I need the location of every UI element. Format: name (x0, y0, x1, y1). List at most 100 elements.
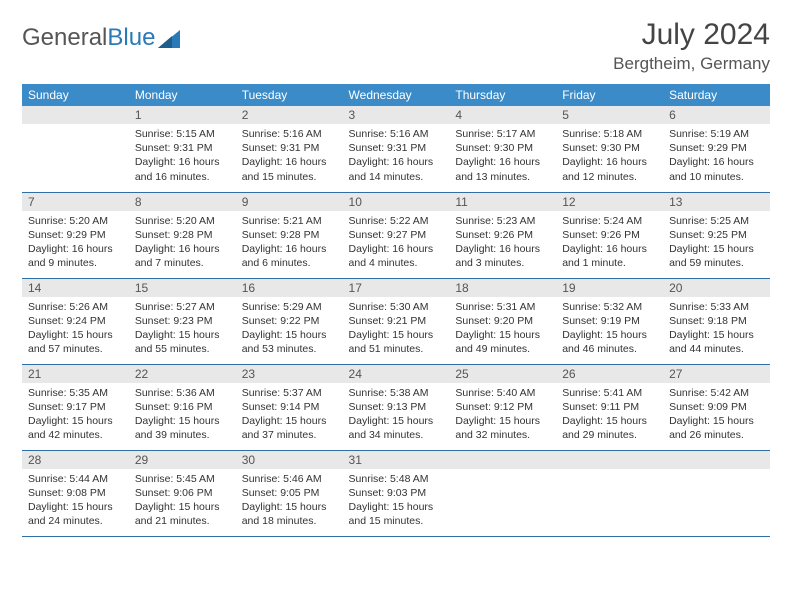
day-line: Sunrise: 5:16 AM (349, 127, 444, 141)
calendar-day-cell: 22Sunrise: 5:36 AMSunset: 9:16 PMDayligh… (129, 364, 236, 450)
day-line: Sunset: 9:16 PM (135, 400, 230, 414)
day-line: Sunrise: 5:20 AM (28, 214, 123, 228)
day-number: 21 (22, 365, 129, 383)
day-body: Sunrise: 5:44 AMSunset: 9:08 PMDaylight:… (22, 469, 129, 533)
day-body: Sunrise: 5:24 AMSunset: 9:26 PMDaylight:… (556, 211, 663, 275)
day-line: Daylight: 15 hours (669, 328, 764, 342)
calendar-day-cell: 1Sunrise: 5:15 AMSunset: 9:31 PMDaylight… (129, 106, 236, 192)
calendar-day-cell: 17Sunrise: 5:30 AMSunset: 9:21 PMDayligh… (343, 278, 450, 364)
calendar-day-cell: 6Sunrise: 5:19 AMSunset: 9:29 PMDaylight… (663, 106, 770, 192)
calendar-day-cell: 19Sunrise: 5:32 AMSunset: 9:19 PMDayligh… (556, 278, 663, 364)
day-line: Sunset: 9:28 PM (242, 228, 337, 242)
day-line: Sunset: 9:27 PM (349, 228, 444, 242)
day-body: Sunrise: 5:41 AMSunset: 9:11 PMDaylight:… (556, 383, 663, 447)
day-line: Sunset: 9:09 PM (669, 400, 764, 414)
day-body: Sunrise: 5:37 AMSunset: 9:14 PMDaylight:… (236, 383, 343, 447)
day-line: and 12 minutes. (562, 170, 657, 184)
day-line: Sunrise: 5:17 AM (455, 127, 550, 141)
day-line: and 18 minutes. (242, 514, 337, 528)
day-line: Sunset: 9:31 PM (349, 141, 444, 155)
day-number: 3 (343, 106, 450, 124)
day-number: 13 (663, 193, 770, 211)
day-line: Daylight: 15 hours (349, 414, 444, 428)
day-body: Sunrise: 5:15 AMSunset: 9:31 PMDaylight:… (129, 124, 236, 188)
day-body: Sunrise: 5:17 AMSunset: 9:30 PMDaylight:… (449, 124, 556, 188)
day-line: Daylight: 16 hours (135, 155, 230, 169)
day-line: Sunset: 9:05 PM (242, 486, 337, 500)
day-line: Sunset: 9:23 PM (135, 314, 230, 328)
day-line: Sunrise: 5:18 AM (562, 127, 657, 141)
day-body: Sunrise: 5:42 AMSunset: 9:09 PMDaylight:… (663, 383, 770, 447)
day-line: Sunset: 9:08 PM (28, 486, 123, 500)
day-line: Sunrise: 5:24 AM (562, 214, 657, 228)
calendar-day-cell: 10Sunrise: 5:22 AMSunset: 9:27 PMDayligh… (343, 192, 450, 278)
calendar-table: SundayMondayTuesdayWednesdayThursdayFrid… (22, 84, 770, 537)
calendar-day-cell: 7 Sunrise: 5:20 AMSunset: 9:29 PMDaylight… (22, 192, 129, 278)
day-line: Sunrise: 5:48 AM (349, 472, 444, 486)
day-line: and 37 minutes. (242, 428, 337, 442)
day-line: Daylight: 16 hours (28, 242, 123, 256)
calendar-day-cell: 20Sunrise: 5:33 AMSunset: 9:18 PMDayligh… (663, 278, 770, 364)
day-number: 19 (556, 279, 663, 297)
day-number: 4 (449, 106, 556, 124)
day-line: Daylight: 15 hours (349, 500, 444, 514)
day-line: Daylight: 16 hours (455, 155, 550, 169)
day-line: Sunset: 9:06 PM (135, 486, 230, 500)
day-line: Sunrise: 5:30 AM (349, 300, 444, 314)
day-line: and 34 minutes. (349, 428, 444, 442)
calendar-week-row: 7 Sunrise: 5:20 AMSunset: 9:29 PMDaylight… (22, 192, 770, 278)
weekday-header: Sunday (22, 84, 129, 106)
day-line: Sunset: 9:12 PM (455, 400, 550, 414)
day-line: Daylight: 16 hours (349, 155, 444, 169)
day-body: Sunrise: 5:16 AMSunset: 9:31 PMDaylight:… (343, 124, 450, 188)
day-number: 6 (663, 106, 770, 124)
day-number: 14 (22, 279, 129, 297)
day-line: Sunrise: 5:29 AM (242, 300, 337, 314)
day-body: Sunrise: 5:19 AMSunset: 9:29 PMDaylight:… (663, 124, 770, 188)
day-line: Daylight: 15 hours (28, 414, 123, 428)
calendar-day-cell: 16Sunrise: 5:29 AMSunset: 9:22 PMDayligh… (236, 278, 343, 364)
day-number: 26 (556, 365, 663, 383)
day-body: Sunrise: 5:45 AMSunset: 9:06 PMDaylight:… (129, 469, 236, 533)
day-line: Sunrise: 5:31 AM (455, 300, 550, 314)
calendar-day-cell: 3Sunrise: 5:16 AMSunset: 9:31 PMDaylight… (343, 106, 450, 192)
day-line: and 15 minutes. (242, 170, 337, 184)
calendar-day-cell: 24Sunrise: 5:38 AMSunset: 9:13 PMDayligh… (343, 364, 450, 450)
day-body: Sunrise: 5:35 AMSunset: 9:17 PMDaylight:… (22, 383, 129, 447)
day-line: Sunrise: 5:25 AM (669, 214, 764, 228)
calendar-week-row: 21Sunrise: 5:35 AMSunset: 9:17 PMDayligh… (22, 364, 770, 450)
day-line: and 1 minute. (562, 256, 657, 270)
day-body: Sunrise: 5:29 AMSunset: 9:22 PMDaylight:… (236, 297, 343, 361)
day-line: and 10 minutes. (669, 170, 764, 184)
day-line: Sunrise: 5:36 AM (135, 386, 230, 400)
day-body: Sunrise: 5:27 AMSunset: 9:23 PMDaylight:… (129, 297, 236, 361)
day-line: and 53 minutes. (242, 342, 337, 356)
day-line: Daylight: 15 hours (455, 328, 550, 342)
day-line: Sunset: 9:22 PM (242, 314, 337, 328)
day-line: Sunset: 9:31 PM (135, 141, 230, 155)
day-number: 29 (129, 451, 236, 469)
day-line: Daylight: 15 hours (135, 328, 230, 342)
calendar-body: 1Sunrise: 5:15 AMSunset: 9:31 PMDaylight… (22, 106, 770, 536)
day-line: Daylight: 15 hours (349, 328, 444, 342)
day-line: Sunset: 9:21 PM (349, 314, 444, 328)
day-line: Daylight: 15 hours (562, 328, 657, 342)
day-number: 18 (449, 279, 556, 297)
calendar-day-cell: 2Sunrise: 5:16 AMSunset: 9:31 PMDaylight… (236, 106, 343, 192)
day-body: Sunrise: 5:18 AMSunset: 9:30 PMDaylight:… (556, 124, 663, 188)
day-number: 15 (129, 279, 236, 297)
day-line: Sunrise: 5:27 AM (135, 300, 230, 314)
day-line: Sunrise: 5:26 AM (28, 300, 123, 314)
day-line: Sunset: 9:20 PM (455, 314, 550, 328)
month-title: July 2024 (613, 18, 770, 52)
day-number-empty (663, 451, 770, 469)
calendar-day-cell: 8Sunrise: 5:20 AMSunset: 9:28 PMDaylight… (129, 192, 236, 278)
day-line: Sunrise: 5:15 AM (135, 127, 230, 141)
day-line: and 26 minutes. (669, 428, 764, 442)
day-number: 31 (343, 451, 450, 469)
day-line: Sunrise: 5:40 AM (455, 386, 550, 400)
day-line: Sunset: 9:29 PM (28, 228, 123, 242)
day-number: 7 (22, 193, 129, 211)
calendar-day-cell: 14Sunrise: 5:26 AMSunset: 9:24 PMDayligh… (22, 278, 129, 364)
day-line: Sunset: 9:11 PM (562, 400, 657, 414)
